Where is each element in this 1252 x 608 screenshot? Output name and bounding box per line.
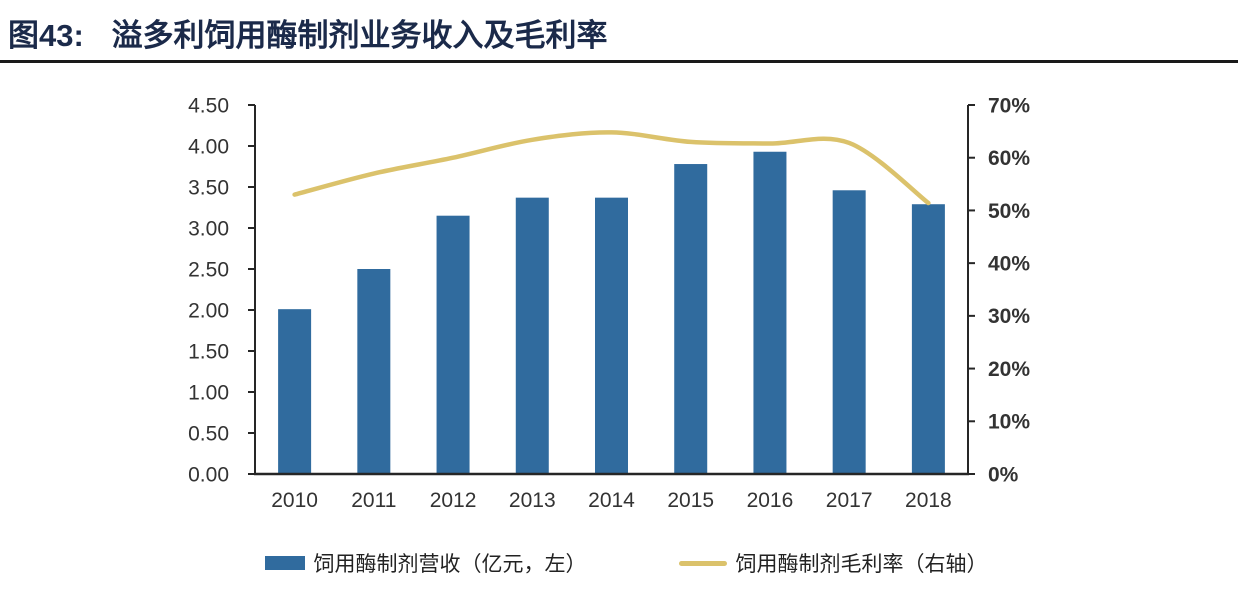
x-label-2014: 2014 <box>588 489 635 512</box>
bar-2016 <box>753 151 787 474</box>
bar-2011 <box>357 269 391 474</box>
bar-2015 <box>674 164 708 474</box>
legend-item-revenue: 饲用酶制剂营收（亿元，左） <box>264 548 587 578</box>
y-left-tick-label: 1.50 <box>188 340 229 363</box>
y-left-tick-label: 3.50 <box>188 176 229 199</box>
y-right-tick-label: 60% <box>988 147 1030 170</box>
y-left-tick-label: 0.00 <box>188 463 229 486</box>
y-right-tick-label: 10% <box>988 411 1030 434</box>
x-label-2015: 2015 <box>667 489 714 512</box>
x-label-2011: 2011 <box>351 489 396 512</box>
y-right-tick-label: 30% <box>988 305 1030 328</box>
y-left-tick-label: 3.00 <box>188 217 229 240</box>
bar-2017 <box>832 190 866 474</box>
legend-item-margin: 饲用酶制剂毛利率（右轴） <box>678 548 988 578</box>
bar-2018 <box>911 204 945 474</box>
x-label-2018: 2018 <box>905 489 952 512</box>
x-label-2012: 2012 <box>430 489 477 512</box>
bar-2013 <box>515 197 549 474</box>
y-left-tick-label: 2.50 <box>188 258 229 281</box>
legend-bar-label: 饲用酶制剂营收（亿元，左） <box>313 552 587 576</box>
legend-bar-swatch-icon <box>264 556 305 570</box>
x-label-2010: 2010 <box>271 489 318 512</box>
legend-line-label: 饲用酶制剂毛利率（右轴） <box>735 552 988 576</box>
y-right-tick-label: 0% <box>988 463 1019 486</box>
x-label-2013: 2013 <box>509 489 556 512</box>
chart-canvas: 0.00 0.50 1.00 1.50 2.00 2.50 3.00 3.50 4.00 4.50… <box>188 94 1030 512</box>
y-right-tick-label: 20% <box>988 358 1030 381</box>
y-left-tick-label: 2.00 <box>188 299 229 322</box>
y-right-tick-label: 50% <box>988 200 1030 223</box>
y-right-tick-label: 40% <box>988 252 1030 275</box>
gross-margin-line <box>292 130 931 206</box>
title-divider <box>0 60 1238 63</box>
y-right-tick-label: 70% <box>988 94 1030 117</box>
page-title: 图43: 溢多利饲用酶制剂业务收入及毛利率 <box>8 10 608 55</box>
bar-2010 <box>278 309 312 474</box>
bar-2012 <box>436 215 470 474</box>
bar-2014 <box>595 197 628 474</box>
figure-number: 图43: <box>8 18 84 53</box>
legend-line-swatch-icon <box>678 560 727 566</box>
figure-title-text: 溢多利饲用酶制剂业务收入及毛利率 <box>111 18 608 53</box>
x-label-2017: 2017 <box>826 489 873 512</box>
y-left-tick-label: 1.00 <box>188 381 229 404</box>
y-left-tick-label: 4.00 <box>188 135 229 158</box>
x-label-2016: 2016 <box>747 489 794 512</box>
y-left-tick-label: 4.50 <box>188 94 229 117</box>
chart-legend: 饲用酶制剂营收（亿元，左） 饲用酶制剂毛利率（右轴） <box>0 548 1252 578</box>
y-left-tick-label: 0.50 <box>188 422 229 445</box>
